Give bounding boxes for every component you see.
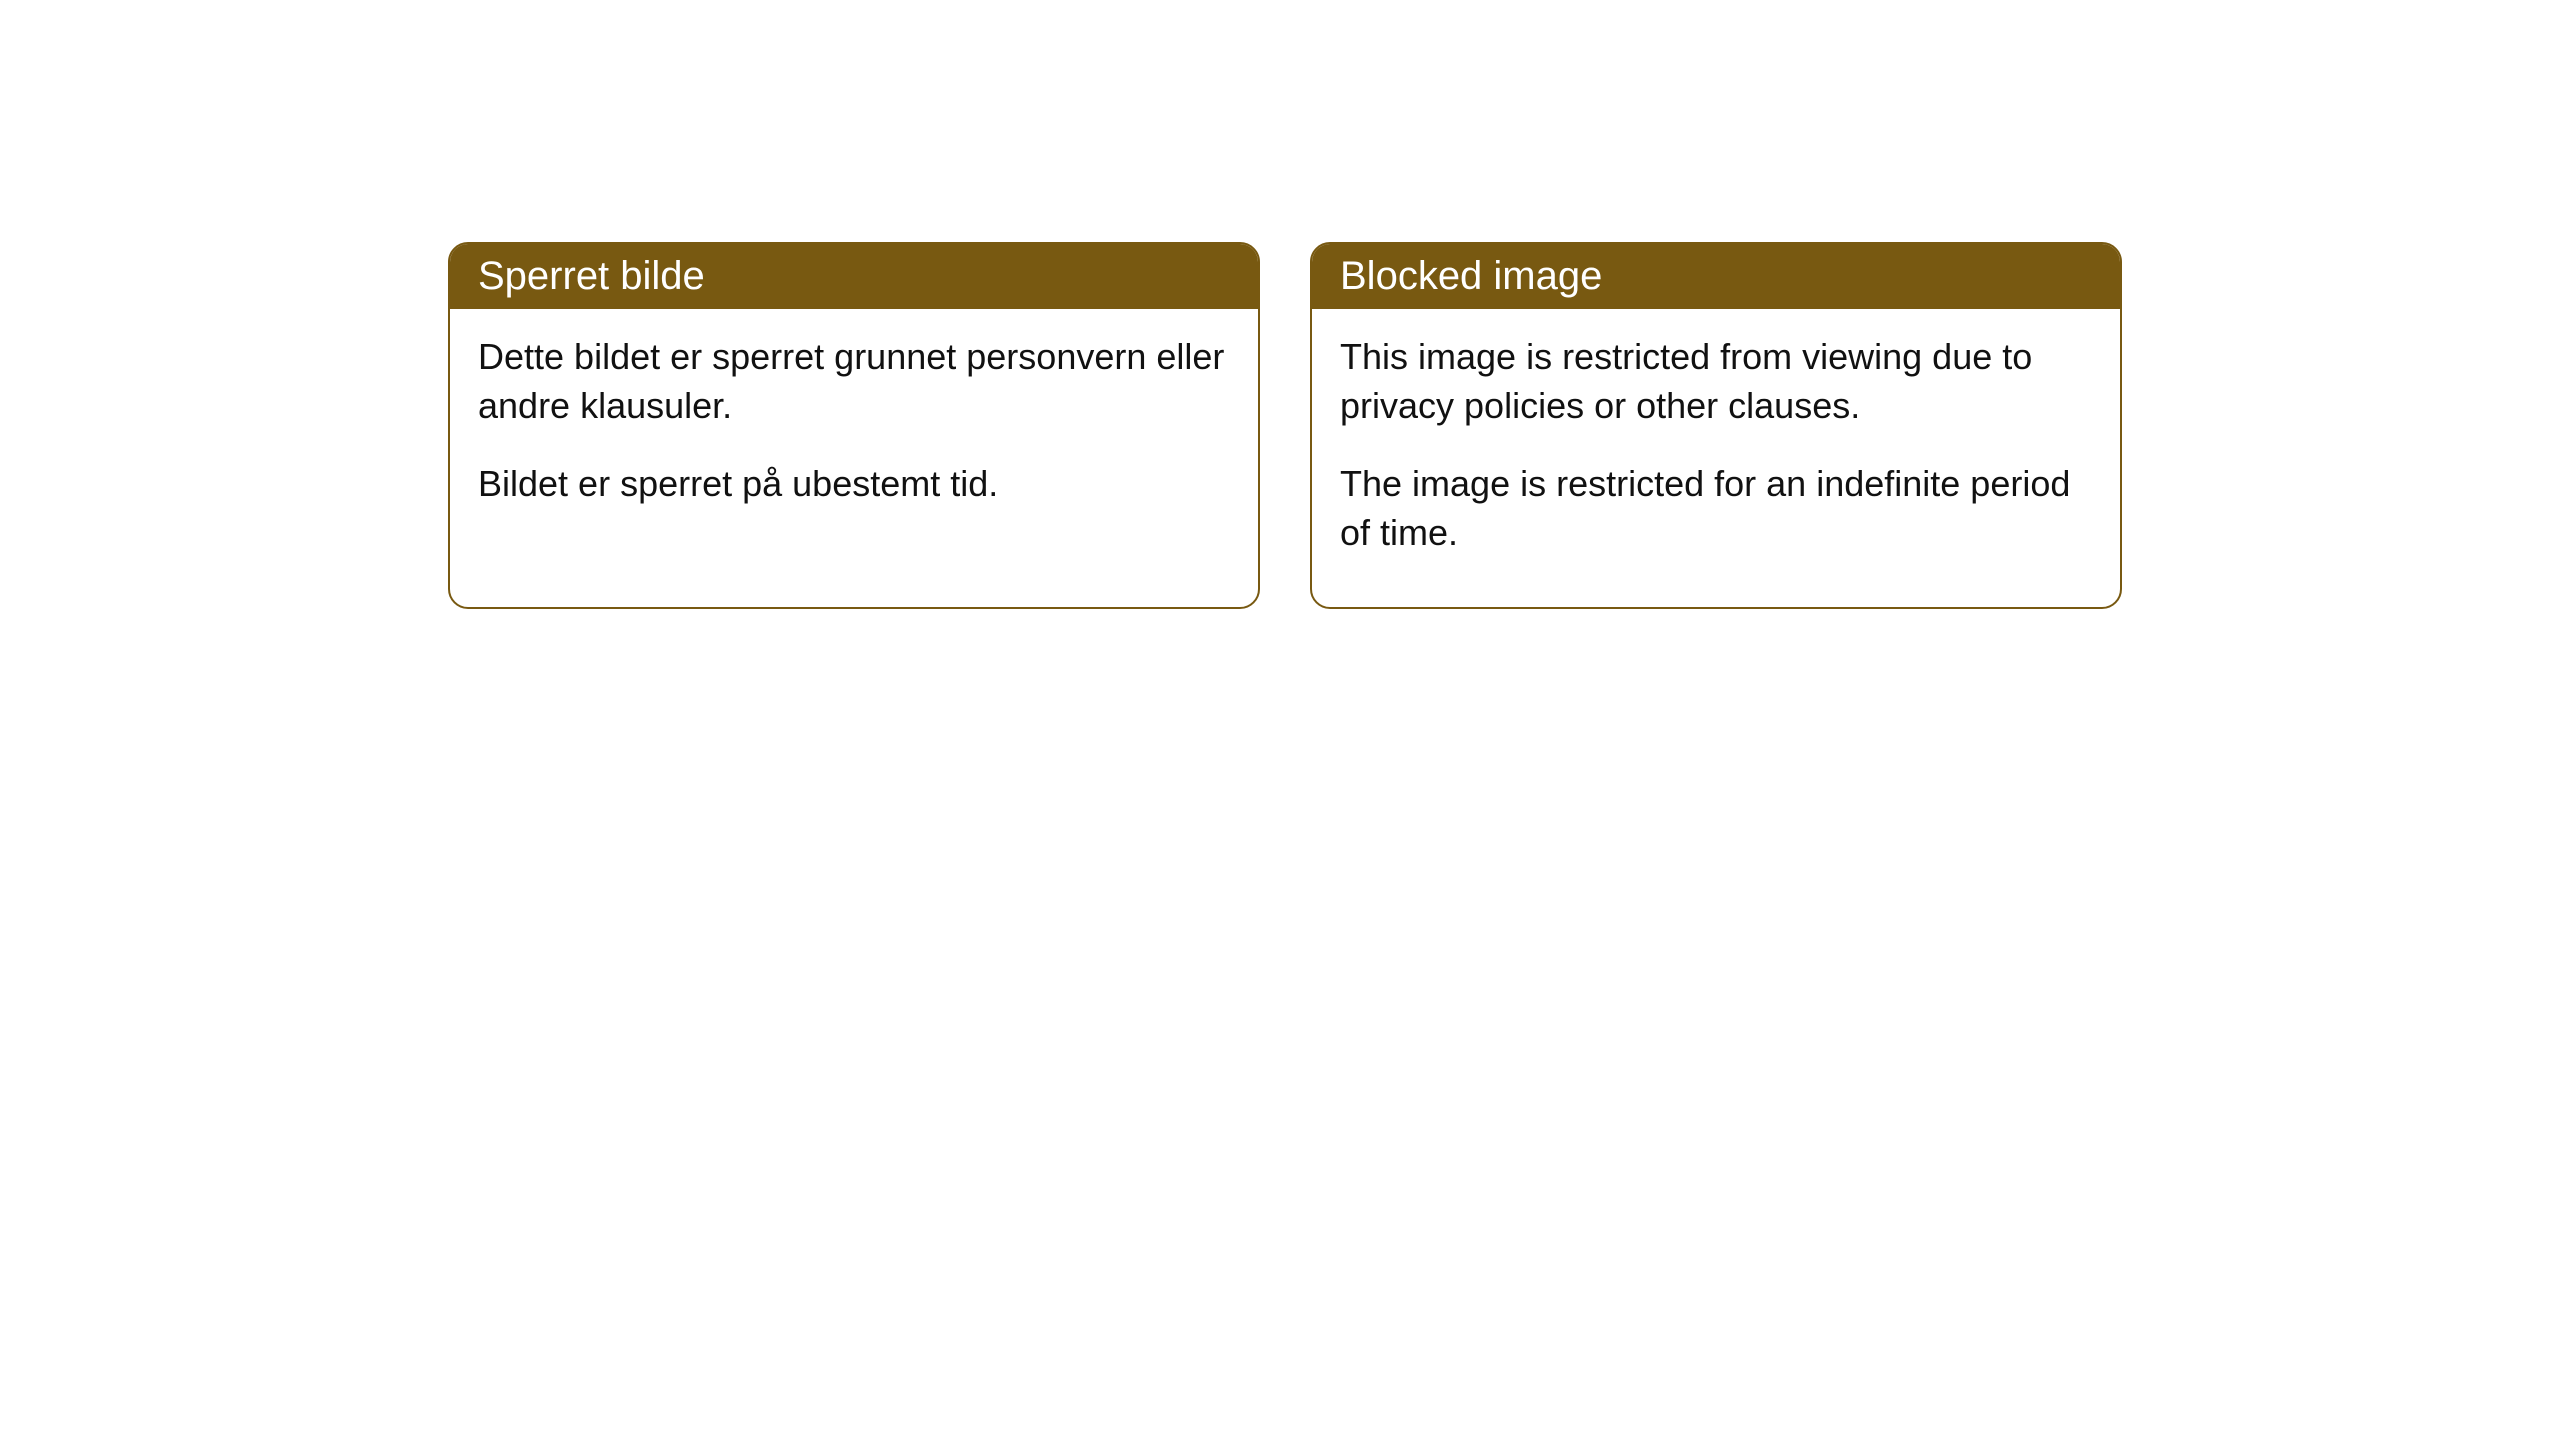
card-body-english: This image is restricted from viewing du… — [1312, 309, 2120, 607]
card-title: Sperret bilde — [478, 254, 705, 298]
card-body-norwegian: Dette bildet er sperret grunnet personve… — [450, 309, 1258, 559]
card-text-paragraph: Dette bildet er sperret grunnet personve… — [478, 333, 1230, 430]
blocked-image-card-english: Blocked image This image is restricted f… — [1310, 242, 2122, 609]
card-text-paragraph: Bildet er sperret på ubestemt tid. — [478, 460, 1230, 509]
card-text-paragraph: The image is restricted for an indefinit… — [1340, 460, 2092, 557]
notice-cards-container: Sperret bilde Dette bildet er sperret gr… — [448, 242, 2122, 609]
card-text-paragraph: This image is restricted from viewing du… — [1340, 333, 2092, 430]
card-title: Blocked image — [1340, 254, 1602, 298]
card-header-norwegian: Sperret bilde — [450, 244, 1258, 309]
blocked-image-card-norwegian: Sperret bilde Dette bildet er sperret gr… — [448, 242, 1260, 609]
card-header-english: Blocked image — [1312, 244, 2120, 309]
